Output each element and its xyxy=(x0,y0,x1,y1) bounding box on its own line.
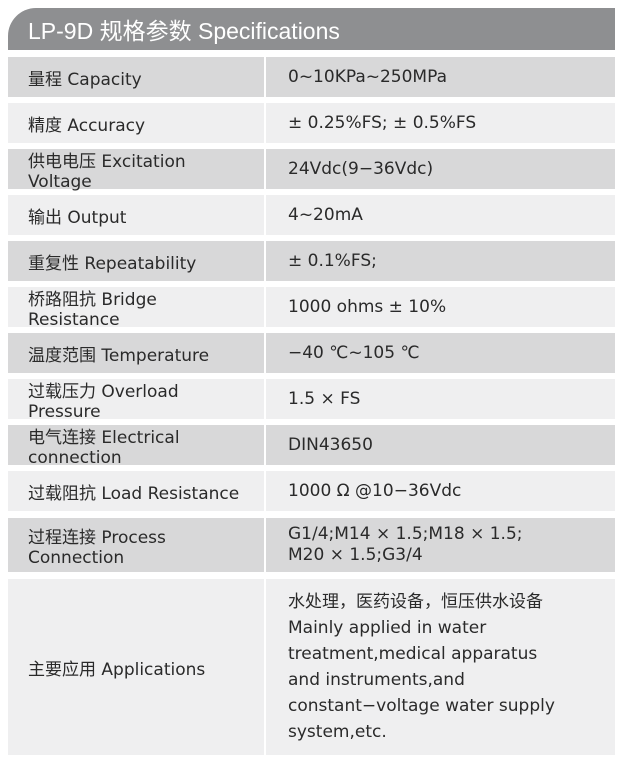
spec-value-line: 水处理，医药设备，恒压供水设备 xyxy=(288,592,543,612)
spec-value-line: M20 × 1.5;G3/4 xyxy=(288,545,423,565)
spec-value: DIN43650 xyxy=(266,425,615,465)
spec-value-line: constant−voltage water supply xyxy=(288,696,555,716)
spec-value: −40 ℃~105 ℃ xyxy=(266,333,615,373)
spec-row-excitation-voltage: 供电电压 Excitation Voltage 24Vdc(9−36Vdc) xyxy=(8,149,615,192)
section-title: LP-9D 规格参数 Specifications xyxy=(8,8,615,50)
spec-value: 水处理，医药设备，恒压供水设备 Mainly applied in water … xyxy=(266,579,615,755)
spec-label: 电气连接 Electrical connection xyxy=(8,425,264,468)
spec-row-load-resistance: 过载阻抗 Load Resistance 1000 Ω @10−36Vdc xyxy=(8,471,615,511)
spec-value: 24Vdc(9−36Vdc) xyxy=(266,149,615,189)
spec-value-line: system,etc. xyxy=(288,722,387,742)
spec-label: 过载压力 Overload Pressure xyxy=(8,379,264,422)
spec-value: 1000 Ω @10−36Vdc xyxy=(266,471,615,511)
spec-value: 1.5 × FS xyxy=(266,379,615,419)
spec-row-repeatability: 重复性 Repeatability ± 0.1%FS; xyxy=(8,241,615,281)
spec-label: 过载阻抗 Load Resistance xyxy=(8,471,264,511)
spec-row-temperature: 温度范围 Temperature −40 ℃~105 ℃ xyxy=(8,333,615,373)
spec-value: ± 0.25%FS; ± 0.5%FS xyxy=(266,103,615,143)
spec-value-line: and instruments,and xyxy=(288,670,465,690)
spec-label: 温度范围 Temperature xyxy=(8,333,264,373)
spec-row-bridge-resistance: 桥路阻抗 Bridge Resistance 1000 ohms ± 10% xyxy=(8,287,615,330)
spec-value: 0~10KPa~250MPa xyxy=(266,57,615,97)
spec-label: 主要应用 Applications xyxy=(8,579,264,755)
spec-row-output: 输出 Output 4~20mA xyxy=(8,195,615,235)
spec-value: ± 0.1%FS; xyxy=(266,241,615,281)
spec-value-line: treatment,medical apparatus xyxy=(288,644,538,664)
spec-label: 桥路阻抗 Bridge Resistance xyxy=(8,287,264,330)
spec-row-applications: 主要应用 Applications 水处理，医药设备，恒压供水设备 Mainly… xyxy=(8,579,615,755)
spec-row-electrical-connection: 电气连接 Electrical connection DIN43650 xyxy=(8,425,615,468)
spec-label: 重复性 Repeatability xyxy=(8,241,264,281)
spec-label: 量程 Capacity xyxy=(8,57,264,97)
spec-value: 4~20mA xyxy=(266,195,615,235)
spec-row-overload-pressure: 过载压力 Overload Pressure 1.5 × FS xyxy=(8,379,615,422)
spec-row-capacity: 量程 Capacity 0~10KPa~250MPa xyxy=(8,57,615,97)
spec-value-line: Mainly applied in water xyxy=(288,618,487,638)
spec-value: 1000 ohms ± 10% xyxy=(266,287,615,327)
spec-value: G1/4;M14 × 1.5;M18 × 1.5; M20 × 1.5;G3/4 xyxy=(266,518,615,572)
spec-label: 输出 Output xyxy=(8,195,264,235)
spec-label: 精度 Accuracy xyxy=(8,103,264,143)
spec-row-accuracy: 精度 Accuracy ± 0.25%FS; ± 0.5%FS xyxy=(8,103,615,143)
spec-label: 过程连接 Process Connection xyxy=(8,518,264,572)
spec-row-process-connection: 过程连接 Process Connection G1/4;M14 × 1.5;M1… xyxy=(8,518,615,572)
spec-value-line: G1/4;M14 × 1.5;M18 × 1.5; xyxy=(288,524,523,544)
spec-label: 供电电压 Excitation Voltage xyxy=(8,149,264,192)
